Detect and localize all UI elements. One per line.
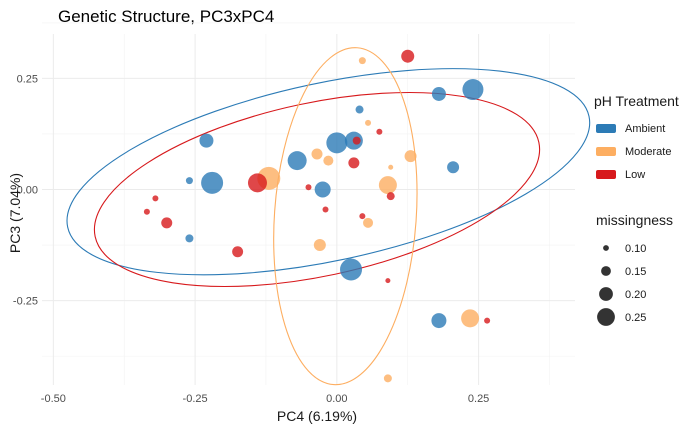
- point-low: [305, 184, 312, 191]
- point-moderate: [365, 119, 372, 126]
- legend-missingness: missingness 0.10 0.15 0.20 0.25: [596, 212, 673, 326]
- chart-title: Genetic Structure, PC3xPC4: [58, 7, 274, 26]
- legend-key-moderate: [596, 147, 616, 156]
- point-moderate: [358, 57, 366, 65]
- legend-size-key: [599, 287, 613, 301]
- point-ambient: [199, 133, 214, 148]
- x-tick-label: -0.25: [183, 393, 208, 405]
- point-moderate: [378, 176, 397, 195]
- legend-key-low: [596, 170, 616, 179]
- point-ambient: [185, 234, 194, 243]
- point-ambient: [431, 313, 447, 329]
- legend-size-label: 0.15: [625, 266, 646, 278]
- point-moderate: [311, 148, 323, 160]
- point-low: [359, 213, 366, 220]
- legend-size-label: 0.25: [625, 312, 646, 324]
- point-low: [401, 49, 415, 63]
- point-ambient: [314, 181, 331, 198]
- point-ambient: [431, 86, 446, 101]
- legend-missingness-title: missingness: [596, 212, 673, 228]
- plot-background: [42, 34, 575, 385]
- x-tick-label: 0.00: [326, 393, 347, 405]
- point-moderate: [313, 239, 326, 252]
- point-moderate: [363, 217, 374, 228]
- legend-size-key: [601, 266, 611, 276]
- point-low: [143, 208, 150, 215]
- legend-ph-treatment: pH Treatment Ambient Moderate Low: [594, 93, 679, 181]
- point-moderate: [404, 150, 417, 163]
- point-moderate: [388, 164, 394, 170]
- scatter-points: [143, 49, 491, 383]
- legend-size-label: 0.10: [625, 243, 646, 255]
- point-ambient: [185, 177, 193, 185]
- point-moderate: [383, 374, 392, 383]
- point-ambient: [447, 161, 460, 174]
- point-ambient: [287, 151, 307, 171]
- legend-ph-title: pH Treatment: [594, 93, 679, 109]
- x-axis-title: PC4 (6.19%): [277, 408, 357, 424]
- point-ambient: [355, 105, 364, 114]
- point-low: [232, 246, 244, 258]
- point-low: [322, 206, 329, 213]
- point-low: [484, 317, 491, 324]
- x-axis-ticks: -0.50 -0.25 0.00 0.25: [41, 393, 490, 405]
- x-tick-label: -0.50: [41, 393, 66, 405]
- point-moderate: [461, 309, 480, 328]
- legend-size-key: [603, 245, 609, 251]
- y-axis-title: PC3 (7.04%): [7, 173, 23, 253]
- y-axis-ticks: -0.25 0.00 0.25: [13, 73, 38, 307]
- legend-size-key: [597, 308, 615, 326]
- point-low: [385, 278, 391, 284]
- point-low: [352, 136, 361, 145]
- ellipse-moderate: [273, 47, 418, 386]
- y-tick-label: -0.25: [13, 296, 38, 308]
- y-tick-label: 0.25: [17, 73, 38, 85]
- point-low: [386, 192, 395, 201]
- legend-label-ambient: Ambient: [625, 123, 665, 135]
- y-tick-label: 0.00: [17, 185, 38, 197]
- point-ambient: [201, 171, 224, 194]
- legend-label-low: Low: [625, 169, 645, 181]
- confidence-ellipses: [66, 47, 591, 386]
- legend-label-moderate: Moderate: [625, 146, 671, 158]
- point-low: [247, 173, 267, 193]
- point-low: [161, 217, 173, 229]
- point-low: [376, 128, 383, 135]
- ellipse-ambient: [66, 68, 591, 276]
- plot-area: [42, 22, 591, 386]
- point-low: [348, 157, 360, 169]
- gridlines: [42, 22, 575, 385]
- point-moderate: [323, 155, 334, 166]
- point-low: [152, 195, 159, 202]
- point-ambient: [326, 132, 348, 154]
- legend-key-ambient: [596, 124, 616, 133]
- legend-size-label: 0.20: [625, 289, 646, 301]
- point-ambient: [462, 79, 484, 101]
- x-tick-label: 0.25: [468, 393, 489, 405]
- point-ambient: [340, 258, 363, 281]
